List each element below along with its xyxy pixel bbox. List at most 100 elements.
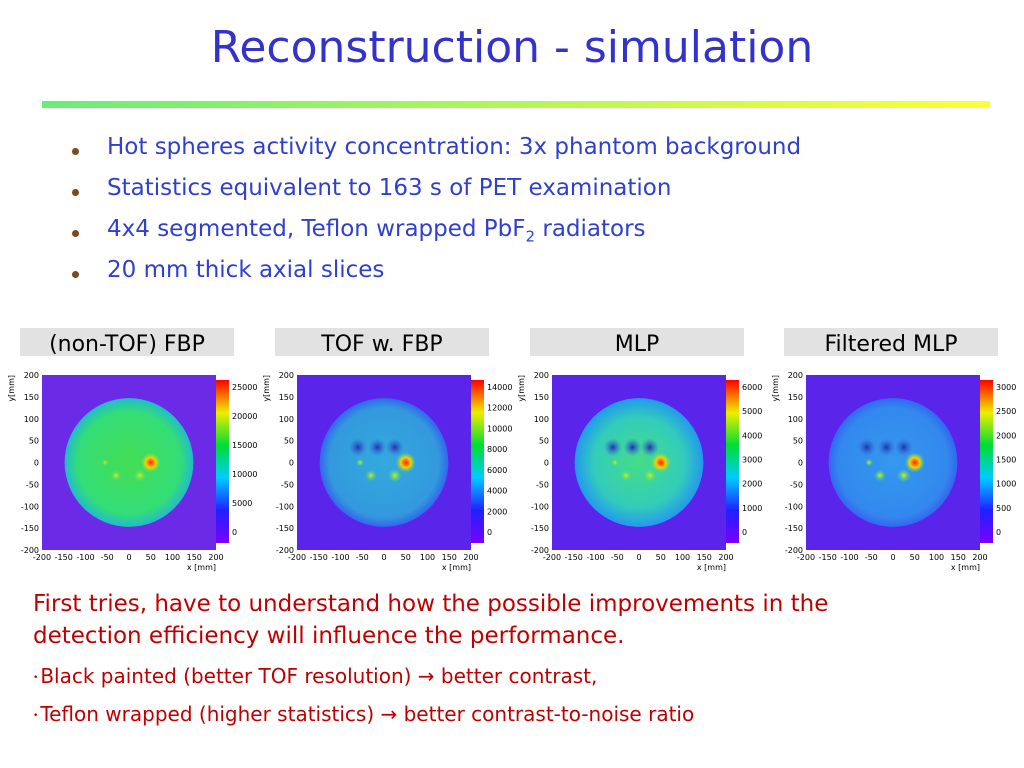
bullet-dot: • <box>33 672 39 683</box>
bullet-text: 20 mm thick axial slices <box>107 257 385 283</box>
image-panels: (non-TOF) FBP2500020000150001000050000-2… <box>7 328 1016 572</box>
colorbar-tick-label: 14000 <box>487 383 512 392</box>
hot-spot <box>395 452 416 473</box>
x-tick-label: 50 <box>910 553 920 562</box>
colorbar-tick-label: 25000 <box>232 383 257 392</box>
y-tick-label: 50 <box>793 437 803 446</box>
bullet: Statistics equivalent to 163 s of PET ex… <box>0 175 801 216</box>
colorbar-tick-label: 5000 <box>232 499 252 508</box>
colorbar-tick-label: 1500 <box>996 456 1016 465</box>
sub-bullet-text: Teflon wrapped (higher statistics) → bet… <box>40 702 695 726</box>
warm-spot <box>356 458 365 467</box>
sub-bullet: • Black painted (better TOF resolution) →… <box>33 664 597 688</box>
x-tick-label: -50 <box>356 553 369 562</box>
phantom <box>828 398 958 527</box>
y-tick-label: 150 <box>279 393 294 402</box>
colorbar-tick-label: 12000 <box>487 404 512 413</box>
y-axis-label: y[mm] <box>7 375 16 402</box>
y-axis-label: y[mm] <box>262 375 271 402</box>
y-tick-label: -150 <box>276 524 294 533</box>
x-tick-label: -100 <box>331 553 349 562</box>
warm-spot <box>101 458 110 467</box>
x-tick-label: 0 <box>126 553 131 562</box>
cold-spot <box>348 438 367 457</box>
bullet-text: 4x4 segmented, Teflon wrapped PbF <box>107 216 526 242</box>
colorbar-tick-label: 15000 <box>232 441 257 450</box>
slide-title: Reconstruction - simulation <box>210 22 814 73</box>
bullet-dot: • <box>33 710 39 721</box>
conclusion: First tries, have to understand how the … <box>33 591 829 649</box>
y-tick-label: -50 <box>536 480 549 489</box>
bullet-text: Hot spheres activity concentration: 3x p… <box>107 134 802 160</box>
x-tick-label: 100 <box>165 553 180 562</box>
y-tick-label: 50 <box>539 437 549 446</box>
x-tick-label: 200 <box>208 553 223 562</box>
cold-spot <box>857 438 876 457</box>
x-tick-label: -100 <box>586 553 604 562</box>
y-tick-label: 200 <box>24 371 39 380</box>
colorbar-tick-label: 0 <box>487 528 492 537</box>
phantom <box>574 398 704 527</box>
colorbar-tick-label: 6000 <box>742 383 762 392</box>
warm-spot <box>387 468 402 483</box>
panel-label-box <box>530 328 744 356</box>
x-tick-label: -150 <box>819 553 837 562</box>
bullet-list: Hot spheres activity concentration: 3x p… <box>0 134 801 298</box>
y-tick-label: -200 <box>785 546 803 555</box>
x-tick-label: 50 <box>146 553 156 562</box>
cold-spot <box>623 438 642 457</box>
y-tick-label: -100 <box>531 502 549 511</box>
x-tick-label: 200 <box>463 553 478 562</box>
panel-label-box <box>784 328 998 356</box>
colorbar-tick-label: 10000 <box>232 470 257 479</box>
y-tick-label: 0 <box>798 459 803 468</box>
colorbar-tick-label: 2000 <box>487 507 507 516</box>
x-tick-label: 150 <box>697 553 712 562</box>
x-tick-label: 50 <box>401 553 411 562</box>
colorbar-tick-label: 5000 <box>742 407 762 416</box>
colorbar-tick-label: 1000 <box>996 480 1016 489</box>
y-tick-label: 0 <box>289 459 294 468</box>
cold-spot <box>877 438 896 457</box>
x-tick-label: -150 <box>310 553 328 562</box>
y-tick-label: 100 <box>788 415 803 424</box>
x-tick-label: -50 <box>865 553 878 562</box>
colorbar-tick-label: 2000 <box>996 431 1016 440</box>
bullet: Hot spheres activity concentration: 3x p… <box>0 134 801 175</box>
colorbar-tick-label: 0 <box>742 528 747 537</box>
x-tick-label: -150 <box>55 553 73 562</box>
bullet-text: Statistics equivalent to 163 s of PET ex… <box>107 175 672 201</box>
x-tick-label: 0 <box>636 553 641 562</box>
hot-spot <box>140 452 161 473</box>
y-tick-label: 200 <box>788 371 803 380</box>
hot-spot <box>650 452 671 473</box>
y-tick-label: -200 <box>531 546 549 555</box>
panel-label-box <box>275 328 489 356</box>
colorbar-tick-label: 2500 <box>996 407 1016 416</box>
colorbar <box>980 380 993 543</box>
y-tick-label: 50 <box>284 437 294 446</box>
y-tick-label: 150 <box>788 393 803 402</box>
colorbar-tick-label: 2000 <box>742 480 762 489</box>
warm-spot <box>619 469 632 482</box>
warm-spot <box>611 458 620 467</box>
x-tick-label: -50 <box>101 553 114 562</box>
cold-spot <box>640 438 659 457</box>
x-tick-label: -50 <box>611 553 624 562</box>
y-tick-label: 100 <box>279 415 294 424</box>
colorbar <box>216 380 229 543</box>
cold-spot <box>603 438 622 457</box>
y-tick-label: -100 <box>276 502 294 511</box>
panel-label: (non-TOF) FBP <box>49 332 205 357</box>
colorbar-tick-label: 20000 <box>232 412 257 421</box>
colorbar-tick-label: 3000 <box>742 456 762 465</box>
x-tick-label: 200 <box>718 553 733 562</box>
colorbar-tick-label: 6000 <box>487 466 507 475</box>
x-axis-label: x [mm] <box>187 563 216 572</box>
y-tick-label: 150 <box>534 393 549 402</box>
x-tick-label: 0 <box>381 553 386 562</box>
bullet: 20 mm thick axial slices <box>0 257 801 298</box>
y-axis-label: y[mm] <box>771 375 780 402</box>
y-tick-label: 150 <box>24 393 39 402</box>
